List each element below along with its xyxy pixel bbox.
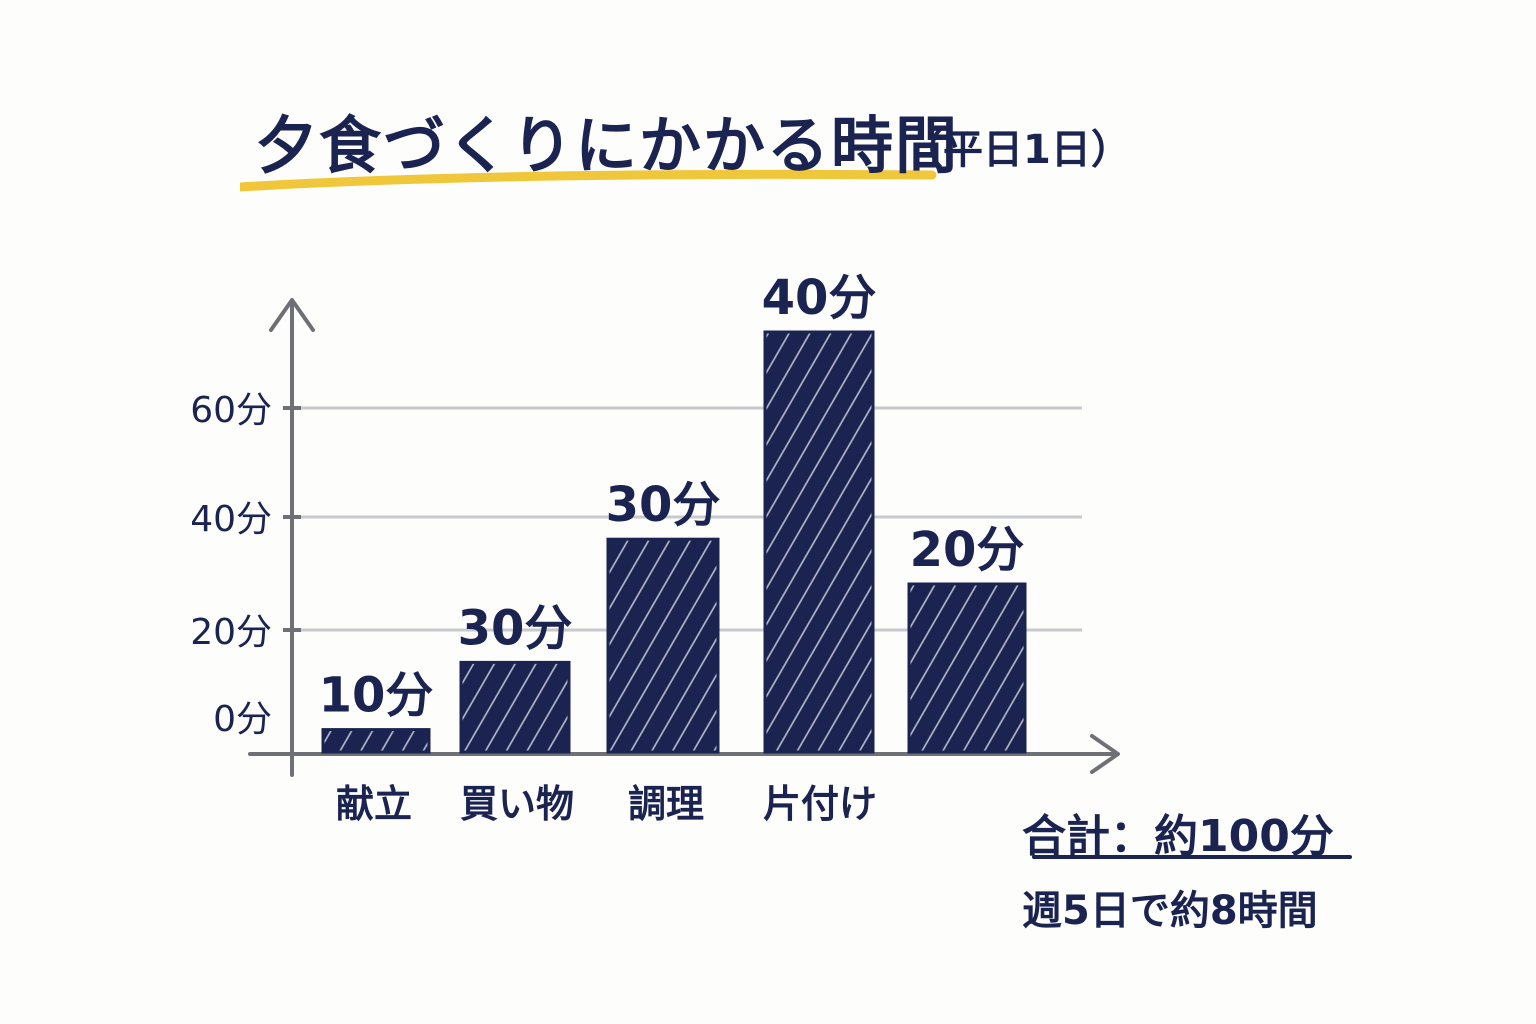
y-tick-labels: 0分 20分 40分 60分 [190, 390, 272, 740]
summary-divider [1032, 855, 1352, 859]
weekly-time: 週5日で約8時間 [1022, 888, 1318, 934]
category-labels: 献立 買い物 調理 片付け [336, 782, 877, 826]
bar-2 [459, 660, 571, 754]
y-tick-label: 40分 [190, 499, 272, 540]
category-label: 片付け [763, 782, 877, 826]
chart-title-block: 夕食づくりにかかる時間 （平日1日） [240, 95, 1155, 205]
y-tick-label: 0分 [213, 699, 272, 740]
bar-5 [907, 582, 1027, 754]
bar-3 [606, 537, 720, 754]
bar-value-label: 30分 [458, 600, 573, 656]
bars [321, 330, 1027, 754]
bar-value-label: 40分 [762, 270, 877, 326]
bar-4 [763, 330, 875, 754]
category-label: 買い物 [460, 782, 574, 826]
bar-value-label: 10分 [319, 668, 434, 724]
summary-block: 合計：約100分 週5日で約8時間 [1020, 800, 1360, 950]
chart-subtitle: （平日1日） [903, 127, 1131, 173]
axes [248, 298, 1120, 777]
bar-value-label: 20分 [910, 522, 1025, 578]
x-axis-arrow-icon [1090, 734, 1120, 774]
category-label: 調理 [628, 782, 704, 826]
y-tick-label: 20分 [190, 612, 272, 653]
chart-title: 夕食づくりにかかる時間 [255, 109, 960, 182]
value-labels: 10分 30分 30分 40分 20分 [319, 270, 1025, 724]
category-label: 献立 [336, 782, 412, 826]
total-time: 合計：約100分 [1022, 811, 1334, 862]
bar-value-label: 30分 [606, 477, 721, 533]
bar-1 [321, 728, 431, 754]
title-underline [240, 169, 937, 192]
y-tick-label: 60分 [190, 390, 272, 431]
y-axis-arrow-icon [269, 298, 315, 332]
title-highlight-stroke [240, 169, 937, 192]
